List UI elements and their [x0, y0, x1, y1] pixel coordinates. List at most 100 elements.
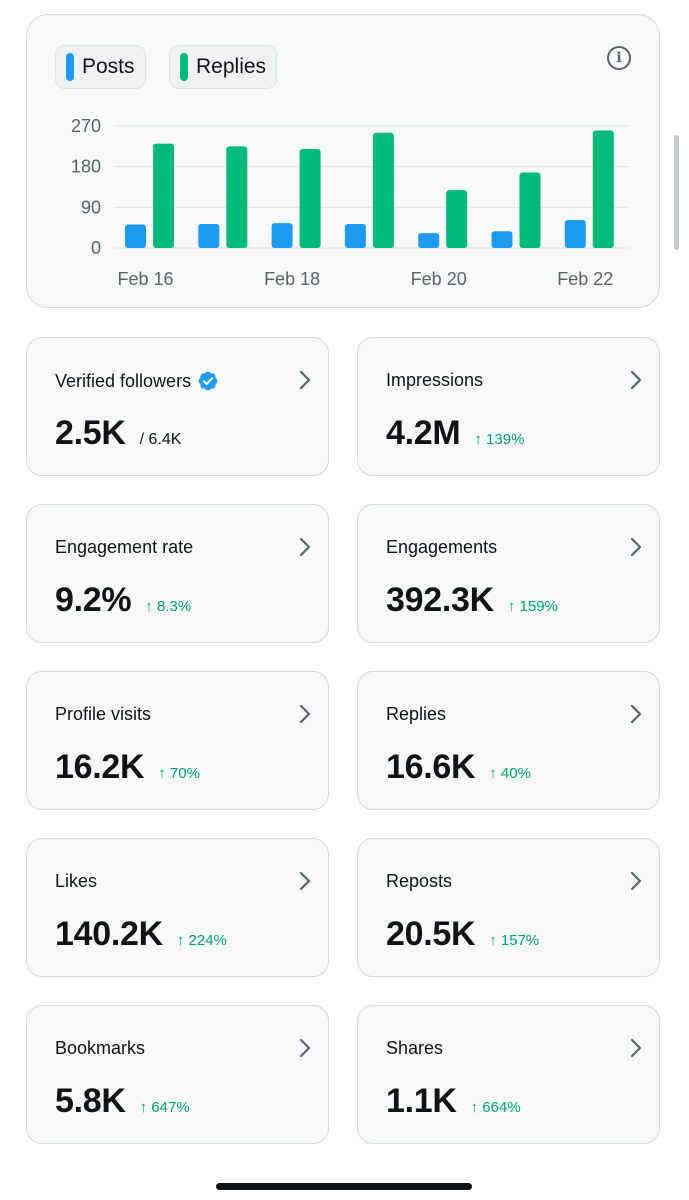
- metric-value-row: 20.5K ↑ 157%: [386, 915, 539, 954]
- metric-card-impressions[interactable]: Impressions 4.2M ↑ 139%: [357, 337, 660, 476]
- bar-replies-feb-21[interactable]: [519, 172, 541, 248]
- chevron-right-icon[interactable]: [627, 1037, 645, 1059]
- metric-change: ↑ 8.3%: [145, 598, 192, 615]
- metric-label: Engagement rate: [55, 537, 193, 558]
- metric-value: 392.3K: [386, 581, 494, 619]
- bar-replies-feb-17[interactable]: [226, 146, 248, 248]
- y-tick-label: 270: [71, 116, 101, 136]
- bar-posts-feb-19[interactable]: [344, 224, 366, 248]
- legend-replies-toggle[interactable]: Replies: [169, 45, 278, 89]
- metric-label: Bookmarks: [55, 1038, 145, 1059]
- home-indicator[interactable]: [216, 1183, 472, 1190]
- bar-posts-feb-20[interactable]: [418, 233, 440, 248]
- metric-label-text: Engagement rate: [55, 537, 194, 557]
- metric-value: 4.2M: [386, 414, 461, 452]
- chevron-right-icon[interactable]: [627, 703, 645, 725]
- bar-posts-feb-17[interactable]: [198, 224, 220, 248]
- scrollbar[interactable]: [674, 135, 679, 250]
- x-tick-label: Feb 20: [411, 269, 467, 289]
- metric-label-text: Replies: [386, 704, 447, 724]
- metric-value: 20.5K: [386, 915, 476, 953]
- metric-label-text: Verified followers: [55, 370, 192, 391]
- metric-card-likes[interactable]: Likes 140.2K ↑ 224%: [26, 838, 329, 977]
- bar-replies-feb-19[interactable]: [372, 132, 394, 248]
- metric-card-engagement-rate[interactable]: Engagement rate 9.2% ↑ 8.3%: [26, 504, 329, 643]
- chevron-right-icon[interactable]: [627, 369, 645, 391]
- verified-badge-icon: [198, 371, 218, 391]
- metric-label: Engagements: [386, 537, 497, 558]
- x-tick-label: Feb 18: [264, 269, 320, 289]
- bar-posts-feb-16[interactable]: [125, 224, 146, 248]
- metric-card-bookmarks[interactable]: Bookmarks 5.8K ↑ 647%: [26, 1005, 329, 1144]
- x-tick-label: Feb 16: [117, 269, 173, 289]
- chevron-right-icon[interactable]: [296, 536, 314, 558]
- metric-card-verified-followers[interactable]: Verified followers 2.5K / 6.4K: [26, 337, 329, 476]
- metric-card-profile-visits[interactable]: Profile visits 16.2K ↑ 70%: [26, 671, 329, 810]
- metric-change: ↑ 139%: [474, 431, 525, 448]
- bar-replies-feb-18[interactable]: [299, 149, 321, 248]
- metric-change: ↑ 664%: [470, 1099, 521, 1116]
- bar-posts-feb-21[interactable]: [491, 231, 513, 248]
- activity-chart-card: Posts Replies i 270 180 90 0 Feb 16 Feb 18 Feb…: [26, 14, 660, 308]
- metric-label-text: Likes: [55, 871, 98, 891]
- metric-value-row: 2.5K / 6.4K: [55, 414, 181, 453]
- metric-value: 16.2K: [55, 748, 145, 786]
- info-icon[interactable]: i: [607, 46, 631, 70]
- bar-posts-feb-22[interactable]: [564, 219, 586, 248]
- metric-change: ↑ 157%: [489, 932, 540, 949]
- chevron-right-icon[interactable]: [627, 536, 645, 558]
- metric-label: Profile visits: [55, 704, 151, 725]
- bar-replies-feb-16[interactable]: [153, 143, 174, 248]
- legend-posts-toggle[interactable]: Posts: [55, 45, 146, 89]
- legend-replies-label: Replies: [196, 55, 267, 78]
- x-tick-label: Feb 22: [557, 269, 613, 289]
- chevron-right-icon[interactable]: [296, 369, 314, 391]
- metric-value-row: 16.6K ↑ 40%: [386, 748, 531, 787]
- bar-chart: 270 180 90 0 Feb 16 Feb 18 Feb 20 Feb 22: [71, 116, 629, 289]
- metric-label: Reposts: [386, 871, 452, 892]
- posts-swatch: [66, 53, 74, 81]
- metric-change: ↑ 40%: [489, 765, 531, 782]
- metric-label-text: Reposts: [386, 871, 453, 891]
- metric-value: 2.5K: [55, 414, 126, 452]
- y-tick-label: 180: [71, 157, 101, 177]
- chevron-right-icon[interactable]: [296, 870, 314, 892]
- chevron-right-icon[interactable]: [296, 1037, 314, 1059]
- metric-value-row: 1.1K ↑ 664%: [386, 1082, 521, 1121]
- chevron-right-icon[interactable]: [627, 870, 645, 892]
- metric-label: Shares: [386, 1038, 443, 1059]
- legend-posts-label: Posts: [82, 55, 135, 78]
- metric-value: 1.1K: [386, 1082, 457, 1120]
- metric-card-replies[interactable]: Replies 16.6K ↑ 40%: [357, 671, 660, 810]
- chevron-right-icon[interactable]: [296, 703, 314, 725]
- metric-value-row: 16.2K ↑ 70%: [55, 748, 200, 787]
- metric-label-text: Bookmarks: [55, 1038, 146, 1058]
- bar-replies-feb-22[interactable]: [592, 130, 614, 248]
- metric-label-text: Engagements: [386, 537, 498, 557]
- metric-value-row: 5.8K ↑ 647%: [55, 1082, 190, 1121]
- y-tick-label: 0: [91, 238, 101, 258]
- metric-card-reposts[interactable]: Reposts 20.5K ↑ 157%: [357, 838, 660, 977]
- replies-swatch: [180, 53, 188, 81]
- metric-change: ↑ 70%: [158, 765, 200, 782]
- metric-value-row: 392.3K ↑ 159%: [386, 581, 558, 620]
- metric-label: Verified followers: [55, 370, 219, 392]
- metric-value-row: 4.2M ↑ 139%: [386, 414, 524, 453]
- metric-label: Impressions: [386, 370, 483, 391]
- metric-change: ↑ 647%: [139, 1099, 190, 1116]
- metric-label: Likes: [55, 871, 97, 892]
- metric-value: 16.6K: [386, 748, 476, 786]
- metric-value: 5.8K: [55, 1082, 126, 1120]
- metric-label-text: Shares: [386, 1038, 444, 1058]
- metric-card-shares[interactable]: Shares 1.1K ↑ 664%: [357, 1005, 660, 1144]
- metric-value: 9.2%: [55, 581, 132, 619]
- metric-change: ↑ 159%: [507, 598, 558, 615]
- metric-label-text: Impressions: [386, 370, 484, 390]
- metric-card-engagements[interactable]: Engagements 392.3K ↑ 159%: [357, 504, 660, 643]
- metric-total: / 6.4K: [139, 431, 182, 448]
- bar-replies-feb-20[interactable]: [446, 190, 468, 248]
- metric-change: ↑ 224%: [176, 932, 227, 949]
- metric-value-row: 9.2% ↑ 8.3%: [55, 581, 191, 620]
- bar-posts-feb-18[interactable]: [271, 223, 293, 248]
